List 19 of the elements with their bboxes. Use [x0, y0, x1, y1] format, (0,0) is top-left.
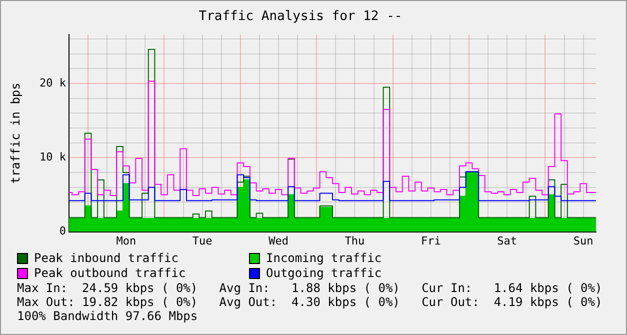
y-axis-title: traffic in bps [8, 82, 22, 184]
x-tick-label: Wed [268, 234, 288, 248]
x-tick-label: Mon [116, 234, 136, 248]
x-tick-label: Tue [192, 234, 212, 248]
chart-title: Traffic Analysis for 12 -- [198, 9, 402, 24]
y-tick-label: 0 [59, 224, 66, 238]
legend-label: Outgoing traffic [266, 266, 382, 280]
text: Max In: 24.59 kbps ( 0%) Avg In: 1.88 kbps ( 0%) Cur In: 1.64 kbps ( 0%) [17, 281, 604, 295]
text: 100% Bandwidth 97.66 Mbps [17, 309, 199, 323]
x-tick-label: Thu [344, 234, 365, 248]
legend-label: Incoming traffic [266, 251, 382, 265]
legend-label: Peak inbound traffic [34, 251, 178, 265]
text: Max Out: 19.82 kbps ( 0%) Avg Out: 4.30 kbps ( 0%) Cur Out: 4.19 kbps ( 0%) [17, 295, 604, 309]
x-tick-label: Fri [420, 234, 441, 248]
x-tick-label: Sat [497, 234, 518, 248]
x-tick-label: Sun [573, 234, 594, 248]
y-tick-label: 20 k [40, 76, 66, 90]
y-tick-label: 10 k [40, 150, 66, 164]
legend-label: Peak outbound traffic [34, 266, 186, 280]
